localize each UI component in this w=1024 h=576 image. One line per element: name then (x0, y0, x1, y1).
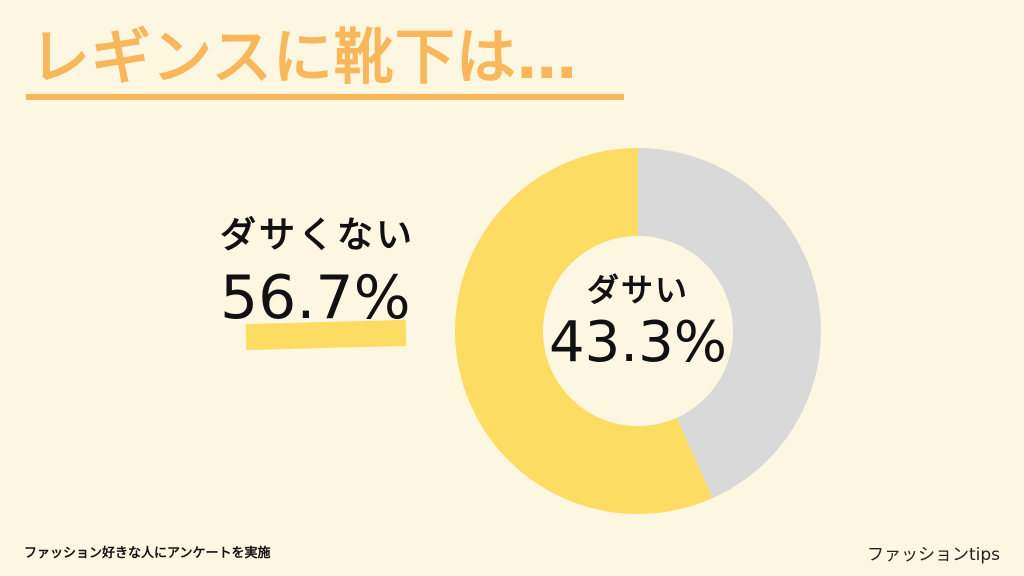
donut-slice-0 (638, 148, 821, 499)
label-not-lame: ダサくない 56.7% (220, 214, 440, 334)
label-not-lame-percent: 56.7% (220, 263, 411, 333)
label-lame-category: ダサい (586, 271, 689, 309)
chart-title-wrap: レギンスに靴下は… (30, 22, 578, 94)
label-lame: ダサい 43.3% (538, 270, 738, 376)
donut-hole (543, 236, 733, 426)
chart-title: レギンスに靴下は… (30, 23, 578, 93)
label-lame-percent: 43.3% (549, 310, 727, 375)
survey-note: ファッション好きな人にアンケートを実施 (24, 546, 271, 561)
label-not-lame-category: ダサくない (220, 215, 416, 256)
title-underline (26, 94, 624, 100)
brand-name: ファッションtips (866, 545, 1000, 565)
donut-slice-1 (454, 148, 713, 514)
